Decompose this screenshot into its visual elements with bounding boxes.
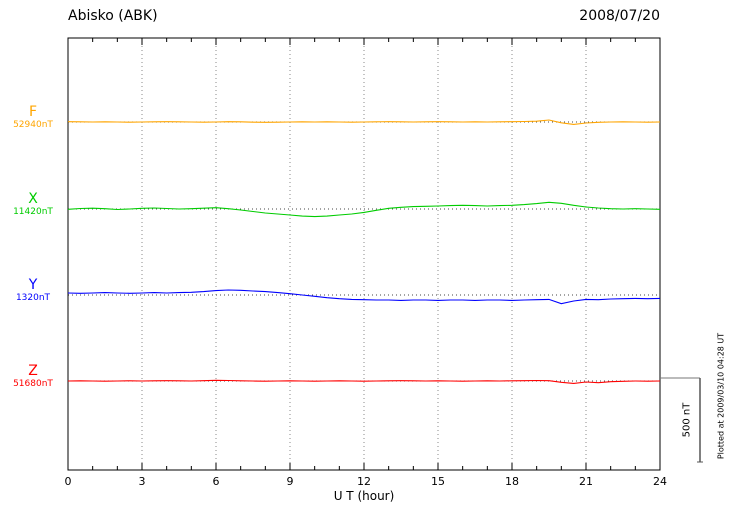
x-tick-label-21: 21: [579, 475, 593, 488]
series-baseline-value-X: 11420nT: [13, 207, 53, 218]
x-axis-label: U T (hour): [333, 489, 395, 503]
x-tick-label-3: 3: [139, 475, 146, 488]
series-baseline-value-Y: 1320nT: [15, 293, 51, 304]
series-label-Y: Y 1320nT: [2, 277, 64, 303]
series-baseline-value-Z: 51680nT: [13, 379, 53, 390]
series-label-Z: Z 51680nT: [2, 363, 64, 389]
series-baseline-value-F: 52940nT: [13, 120, 53, 131]
x-tick-label-9: 9: [287, 475, 294, 488]
x-tick-label-12: 12: [357, 475, 371, 488]
scale-bar-label: 500 nT: [681, 402, 693, 438]
series-name-F: F: [28, 104, 38, 120]
series-label-F: F 52940nT: [2, 104, 64, 130]
x-tick-label-15: 15: [431, 475, 445, 488]
series-name-Y: Y: [28, 277, 38, 293]
station-title: Abisko (ABK): [68, 8, 158, 24]
series-name-Z: Z: [28, 363, 38, 379]
trace-X: [67, 201, 661, 218]
series-name-X: X: [28, 191, 38, 207]
trace-F: [67, 119, 661, 125]
x-tick-label-18: 18: [505, 475, 519, 488]
trace-Z: [67, 379, 661, 384]
series-label-X: X 11420nT: [2, 191, 64, 217]
plot-date: 2008/07/20: [579, 8, 660, 24]
x-tick-label-0: 0: [65, 475, 72, 488]
plotted-at-note: Plotted at 2009/03/10 04:28 UT: [716, 332, 726, 460]
x-tick-label-6: 6: [213, 475, 220, 488]
x-tick-label-24: 24: [653, 475, 667, 488]
trace-Y: [67, 289, 661, 305]
